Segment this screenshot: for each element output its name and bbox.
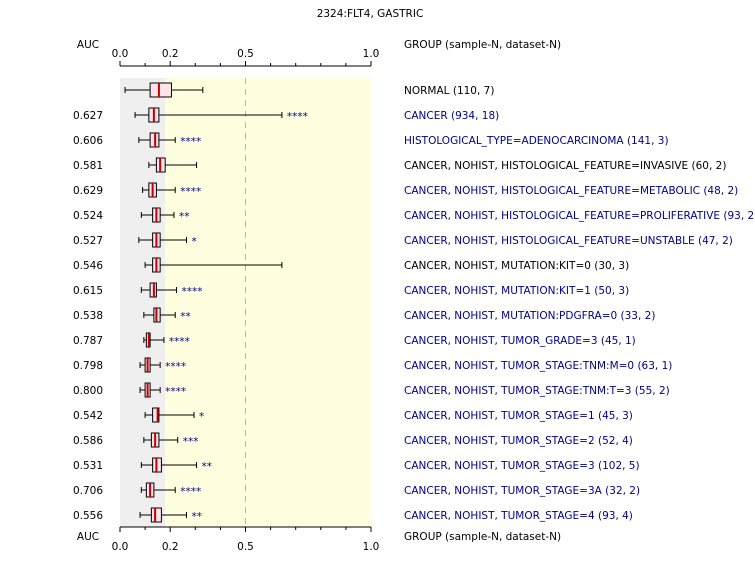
- auc-value: 0.581: [73, 160, 103, 172]
- auc-value: 0.524: [73, 210, 103, 222]
- auc-value: 0.546: [73, 260, 103, 272]
- auc-value: 0.798: [73, 360, 103, 372]
- group-label: CANCER, NOHIST, HISTOLOGICAL_FEATURE=INV…: [404, 160, 726, 172]
- significance-stars: ****: [180, 136, 201, 148]
- group-label: CANCER, NOHIST, TUMOR_STAGE=3A (32, 2): [404, 485, 640, 497]
- significance-stars: ***: [183, 436, 199, 448]
- significance-stars: **: [202, 461, 213, 473]
- auc-value: 0.800: [73, 385, 103, 397]
- group-label: CANCER, NOHIST, MUTATION:PDGFRA=0 (33, 2…: [404, 310, 655, 322]
- group-label: CANCER (934, 18): [404, 110, 499, 122]
- x-tick-label-bottom: 0.0: [112, 541, 129, 553]
- group-label: NORMAL (110, 7): [404, 85, 494, 97]
- group-label: HISTOLOGICAL_TYPE=ADENOCARCINOMA (141, 3…: [404, 135, 669, 147]
- box: [150, 507, 162, 523]
- significance-stars: **: [180, 311, 191, 323]
- auc-value: 0.556: [73, 510, 103, 522]
- x-tick-label-top: 1.0: [363, 48, 380, 60]
- normal-range-shade: [120, 78, 166, 527]
- auc-value: 0.787: [73, 335, 103, 347]
- group-label: CANCER, NOHIST, TUMOR_STAGE=3 (102, 5): [404, 460, 640, 472]
- significance-stars: ****: [165, 386, 186, 398]
- auc-value: 0.527: [73, 235, 103, 247]
- group-label: CANCER, NOHIST, MUTATION:KIT=0 (30, 3): [404, 260, 629, 272]
- group-label: CANCER, NOHIST, HISTOLOGICAL_FEATURE=MET…: [404, 185, 738, 197]
- significance-stars: **: [192, 511, 203, 523]
- group-header-bottom: GROUP (sample-N, dataset-N): [404, 531, 561, 543]
- auc-value: 0.542: [73, 410, 103, 422]
- group-header-top: GROUP (sample-N, dataset-N): [404, 39, 561, 51]
- group-label: CANCER, NOHIST, TUMOR_STAGE=2 (52, 4): [404, 435, 633, 447]
- auc-value: 0.627: [73, 110, 103, 122]
- x-tick-label-top: 0.5: [237, 48, 254, 60]
- x-tick-label-top: 0.0: [112, 48, 129, 60]
- group-label: CANCER, NOHIST, TUMOR_STAGE:TNM:T=3 (55,…: [404, 385, 670, 397]
- plot-area: 0.0 0.2 0.5 1.0 0.0 0.2 0.5 1.0 NORMAL (110, 7) 0…: [73, 48, 755, 553]
- significance-stars: ****: [169, 336, 190, 348]
- box: [152, 407, 160, 423]
- significance-stars: *: [199, 411, 204, 423]
- significance-stars: ****: [165, 361, 186, 373]
- x-tick-label-bottom: 0.5: [237, 541, 254, 553]
- group-label: CANCER, NOHIST, HISTOLOGICAL_FEATURE=UNS…: [404, 235, 733, 247]
- group-label: CANCER, NOHIST, TUMOR_STAGE=1 (45, 3): [404, 410, 633, 422]
- significance-stars: ****: [180, 186, 201, 198]
- box: [149, 82, 172, 98]
- auc-value: 0.629: [73, 185, 103, 197]
- auc-header-bottom: AUC: [77, 531, 99, 543]
- x-tick-label-bottom: 1.0: [363, 541, 380, 553]
- significance-stars: ****: [181, 286, 202, 298]
- significance-stars: ****: [287, 111, 308, 123]
- auc-value: 0.606: [73, 135, 103, 147]
- chart-title: 2324:FLT4, GASTRIC: [317, 8, 424, 20]
- auc-value: 0.586: [73, 435, 103, 447]
- group-label: CANCER, NOHIST, HISTOLOGICAL_FEATURE=PRO…: [404, 210, 755, 222]
- auc-value: 0.538: [73, 310, 103, 322]
- group-label: CANCER, NOHIST, TUMOR_STAGE=4 (93, 4): [404, 510, 633, 522]
- significance-stars: **: [179, 211, 190, 223]
- significance-stars: ****: [180, 486, 201, 498]
- x-tick-label-top: 0.2: [162, 48, 179, 60]
- auc-value: 0.706: [73, 485, 103, 497]
- auc-value: 0.615: [73, 285, 103, 297]
- x-tick-label-bottom: 0.2: [162, 541, 179, 553]
- auc-value: 0.531: [73, 460, 103, 472]
- group-label: CANCER, NOHIST, TUMOR_STAGE:TNM:M=0 (63,…: [404, 360, 672, 372]
- auc-header-top: AUC: [77, 39, 99, 51]
- group-label: CANCER, NOHIST, MUTATION:KIT=1 (50, 3): [404, 285, 629, 297]
- group-label: CANCER, NOHIST, TUMOR_GRADE=3 (45, 1): [404, 335, 636, 347]
- significance-stars: *: [192, 236, 197, 248]
